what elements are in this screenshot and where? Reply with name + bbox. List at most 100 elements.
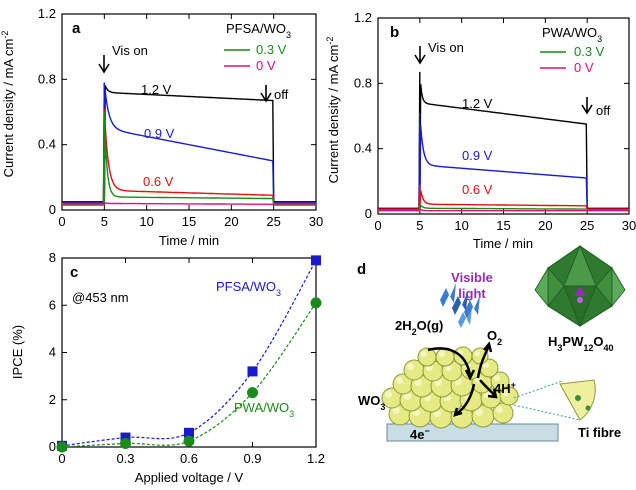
panel-c-series-label-pwa: PWA/WO3 xyxy=(234,400,294,419)
panel-c-point-pfsa-4 xyxy=(311,255,321,266)
panel-c-ytick-label: 8 xyxy=(49,250,56,265)
panel-a-series-0.9v xyxy=(62,82,316,204)
panel-c-point-pwa-2 xyxy=(183,435,195,447)
wo3-label: WO3 xyxy=(358,393,385,412)
panel-a-ytick-label: 0.4 xyxy=(38,137,56,152)
panel-b-label-1.2v: 1.2 V xyxy=(462,96,493,111)
panel-b-ytick-label: 0.4 xyxy=(354,141,372,156)
panel-c-point-pfsa-2 xyxy=(184,427,194,438)
panel-a-off-label: off xyxy=(274,87,289,102)
panel-c-ytick-label: 2 xyxy=(49,392,56,407)
panel-c-xtick-label: 0.6 xyxy=(180,451,198,466)
visible-light-label-line1: Visible xyxy=(451,270,493,285)
panel-a-legend-0v: 0 V xyxy=(256,58,276,73)
panel-c-ytick-label: 6 xyxy=(49,297,56,312)
panel-b-ytick-label: 1.2 xyxy=(354,10,372,25)
panel-a-off-arrow xyxy=(260,85,272,103)
panel-a-xtick-label: 10 xyxy=(139,214,153,229)
proton-arrow xyxy=(479,379,496,397)
panel-b-ticks: 0 5 10 15 20 25 30 0 0.4 0.8 1.2 xyxy=(354,10,636,233)
panel-c-label: c xyxy=(70,264,78,281)
wo3-particle xyxy=(417,347,437,367)
panel-b-vis-on-label: Vis on xyxy=(428,40,464,55)
panel-d-label: d xyxy=(357,261,366,278)
polyoxometalate-cluster-icon xyxy=(534,244,626,328)
panel-b-label-0.6v: 0.6 V xyxy=(462,182,493,197)
panel-b-ytick-label: 0 xyxy=(365,206,372,221)
panel-a-xtick-label: 25 xyxy=(266,214,280,229)
panel-b-vis-on-arrow xyxy=(414,46,426,65)
water-arrow xyxy=(427,347,472,376)
panel-a-ytick-label: 1.2 xyxy=(38,6,56,21)
panel-a-label-1.2v: 1.2 V xyxy=(141,82,172,97)
panel-b-ylabel: Current density / mA cm-2 xyxy=(325,37,341,184)
panel-b-series-0.6v xyxy=(378,184,629,210)
panel-a-ticks: 0 5 10 15 20 25 30 0 0.4 0.8 1.2 xyxy=(38,6,323,229)
panel-a-vis-on-label: Vis on xyxy=(112,43,148,58)
panel-a-xtick-label: 20 xyxy=(224,214,238,229)
panel-c-point-pwa-1 xyxy=(120,437,131,449)
panel-c-annotation: @453 nm xyxy=(72,290,129,305)
ti-fibre-label: Ti fibre xyxy=(578,425,621,440)
panel-a-xtick-label: 30 xyxy=(309,214,323,229)
electron-arrow xyxy=(455,383,476,416)
panel-c-point-pfsa-3 xyxy=(247,366,258,377)
proton-label: 4H+ xyxy=(494,380,516,396)
water-label: 2H2O(g) xyxy=(395,318,443,337)
panel-a-ytick-label: 0 xyxy=(49,202,56,217)
panel-b-xtick-label: 5 xyxy=(416,218,423,233)
panel-a-legend-0.3v: 0.3 V xyxy=(256,42,287,57)
panel-b-xlabel: Time / min xyxy=(473,236,533,251)
panel-a-xtick-label: 0 xyxy=(58,214,65,229)
panel-c-xtick-label: 0.3 xyxy=(116,451,134,466)
panel-b-label-0.9v: 0.9 V xyxy=(462,148,493,163)
panel-a-vis-on-arrow xyxy=(98,55,110,74)
panel-b-label: b xyxy=(390,24,399,41)
visible-light-label-line2: light xyxy=(458,286,486,301)
panel-c-point-pwa-3 xyxy=(247,387,258,399)
hpa-formula-label: H3PW12O40 xyxy=(548,334,614,353)
panel-c-point-pwa-4 xyxy=(310,297,322,309)
panel-b-legend-title: PWA/WO3 xyxy=(542,25,602,44)
panel-b-xtick-label: 10 xyxy=(454,218,468,233)
panel-a-label-0.9v: 0.9 V xyxy=(144,126,175,141)
panel-a: Current density / mA cm-2 0 5 10 15 20 25 3000… xyxy=(0,6,323,248)
panel-a-label: a xyxy=(72,20,81,37)
panel-c-line-pwa xyxy=(61,302,317,448)
panel-c-xtick-label: 1.2 xyxy=(307,451,325,466)
panel-a-label-0.6v: 0.6 V xyxy=(143,174,174,189)
ti-fibre-substrate xyxy=(386,423,559,442)
panel-a-legend-title: PFSA/WO3 xyxy=(226,21,291,40)
panel-a-series-0v xyxy=(62,202,316,206)
panel-c-ylabel: IPCE (%) xyxy=(10,325,25,379)
panel-b-off-arrow xyxy=(581,97,593,115)
panel-c-point-pwa-0 xyxy=(56,441,68,453)
panel-c-xtick-label: 0 xyxy=(58,451,65,466)
panel-b-series-0v xyxy=(378,208,629,213)
panel-b-series-1.2v xyxy=(378,71,629,209)
panel-c-line-pfsa xyxy=(61,260,317,447)
panel-b: Current density / mA cm-2 0 5 10 15 20 25 3000… xyxy=(325,10,636,251)
panel-a-series xyxy=(62,82,316,206)
panel-b-ytick-label: 0.8 xyxy=(354,75,372,90)
panel-c-ytick-label: 4 xyxy=(49,345,56,360)
panel-b-xtick-label: 0 xyxy=(374,218,381,233)
panel-b-series xyxy=(378,71,629,213)
panel-b-xtick-label: 30 xyxy=(622,218,636,233)
panel-c-series xyxy=(56,255,322,453)
panel-c-ytick-label: 0 xyxy=(49,439,56,454)
panel-b-legend-0.3v: 0.3 V xyxy=(574,44,605,59)
panel-a-xlabel: Time / min xyxy=(159,233,219,248)
wo3-particle xyxy=(453,346,473,366)
panel-a-series-0.6v xyxy=(62,108,316,205)
panel-b-off-label: off xyxy=(596,103,611,118)
panel-a-ylabel: Current density / mA cm-2 xyxy=(0,31,16,178)
panel-d: d H3PW12O40 Visible light 2H2O(g) O2 Ti … xyxy=(357,244,626,442)
panel-c-frame xyxy=(61,257,317,448)
panel-c: IPCE (%) 0 0.3 0.6 0.9 1.2 0 2 4 6 8 c @453 nm PF… xyxy=(10,250,325,485)
panel-a-ytick-label: 0.8 xyxy=(38,71,56,86)
panel-a-xtick-label: 5 xyxy=(101,214,108,229)
panel-c-series-label-pfsa: PFSA/WO3 xyxy=(216,279,281,298)
panel-b-xtick-label: 25 xyxy=(580,218,594,233)
